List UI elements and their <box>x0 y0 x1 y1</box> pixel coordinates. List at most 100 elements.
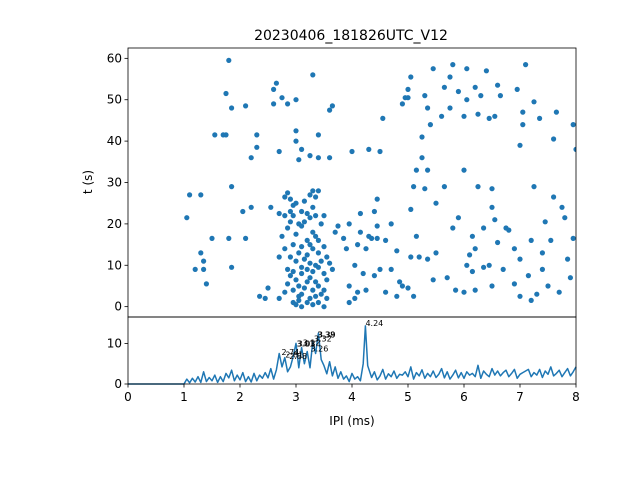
y-tick-label: 10 <box>107 336 122 350</box>
data-point <box>240 208 246 215</box>
data-point <box>282 194 288 200</box>
data-point <box>531 99 537 105</box>
data-point <box>315 283 321 289</box>
data-point <box>388 221 394 227</box>
top-axes-frame <box>127 47 577 318</box>
data-point <box>290 268 296 275</box>
data-point <box>313 279 319 285</box>
data-point <box>287 208 293 215</box>
data-point <box>198 192 204 198</box>
data-point <box>523 62 529 68</box>
data-point <box>201 258 207 264</box>
data-point <box>307 242 313 248</box>
x-tick-label: 8 <box>572 390 580 404</box>
data-point <box>290 213 296 219</box>
data-point <box>567 275 574 281</box>
y-tick-label: 0 <box>114 300 122 314</box>
data-point <box>548 237 554 243</box>
data-point <box>287 254 293 260</box>
data-point <box>534 291 540 297</box>
data-point <box>411 184 417 190</box>
data-point <box>430 66 436 72</box>
data-point <box>299 223 305 229</box>
data-point <box>472 84 478 90</box>
data-point <box>425 256 431 262</box>
data-point <box>355 289 361 295</box>
data-point <box>276 295 282 301</box>
data-point <box>329 266 335 272</box>
data-point <box>425 105 431 111</box>
data-point <box>394 248 400 254</box>
data-point <box>299 270 305 277</box>
data-point <box>374 223 380 229</box>
data-point <box>383 237 389 243</box>
data-point <box>276 210 282 217</box>
data-point <box>310 72 316 78</box>
data-point <box>254 144 260 150</box>
data-point <box>537 115 543 121</box>
data-point <box>416 254 422 260</box>
data-point <box>321 270 327 277</box>
data-point <box>310 246 316 252</box>
data-point <box>299 244 305 250</box>
data-point <box>318 291 324 297</box>
data-point <box>223 90 229 97</box>
data-point <box>450 225 456 231</box>
data-point <box>307 215 313 221</box>
data-point <box>315 250 321 256</box>
data-point <box>315 299 321 306</box>
data-point <box>209 235 215 241</box>
data-point <box>464 262 470 268</box>
data-point <box>198 250 204 256</box>
data-point <box>287 273 293 279</box>
data-point <box>495 82 501 88</box>
y-tick-label: 0 <box>114 377 122 391</box>
data-point <box>570 122 576 128</box>
data-point <box>271 86 277 92</box>
peak-label: 3.01 <box>297 340 315 349</box>
y-tick-label: 30 <box>107 176 122 190</box>
data-point <box>461 167 467 173</box>
y-tick-label: 20 <box>107 217 122 231</box>
data-point <box>425 167 431 173</box>
data-point <box>352 295 358 301</box>
data-point <box>223 132 229 138</box>
data-point <box>332 229 338 235</box>
data-point <box>321 287 327 293</box>
peak-label: 3.39 <box>318 330 336 339</box>
data-point <box>357 210 363 217</box>
data-point <box>388 266 394 272</box>
peak-label: 2.74 <box>281 348 299 357</box>
data-point <box>262 295 268 301</box>
data-point <box>304 237 310 243</box>
data-point <box>514 86 520 92</box>
data-point <box>310 229 316 235</box>
data-point <box>279 233 285 239</box>
ipi-histogram-panel: 0 1 2 3 4 5 6 7 8 0 10 IPI (ms) 2.742.812.88 3.013.03… <box>107 316 580 428</box>
data-point <box>369 235 375 241</box>
data-point <box>517 293 523 299</box>
data-point <box>285 266 291 272</box>
data-point <box>461 289 467 295</box>
data-point <box>301 219 307 225</box>
data-point <box>315 237 321 243</box>
data-point <box>313 213 319 219</box>
data-point <box>464 66 470 72</box>
data-point <box>285 225 291 231</box>
y-tick-label: 60 <box>107 51 122 65</box>
data-point <box>201 266 207 272</box>
data-point <box>545 283 551 289</box>
data-point <box>279 95 285 101</box>
y-axis-label: t (s) <box>81 170 95 194</box>
data-point <box>408 74 414 80</box>
data-point <box>324 254 330 260</box>
y-tick-label: 10 <box>107 258 122 272</box>
data-point <box>371 208 377 215</box>
data-point <box>229 264 235 270</box>
data-point <box>422 93 428 99</box>
data-point <box>299 208 305 215</box>
data-point <box>276 254 282 260</box>
data-point <box>321 304 327 310</box>
data-point <box>307 192 313 198</box>
data-point <box>318 258 324 264</box>
